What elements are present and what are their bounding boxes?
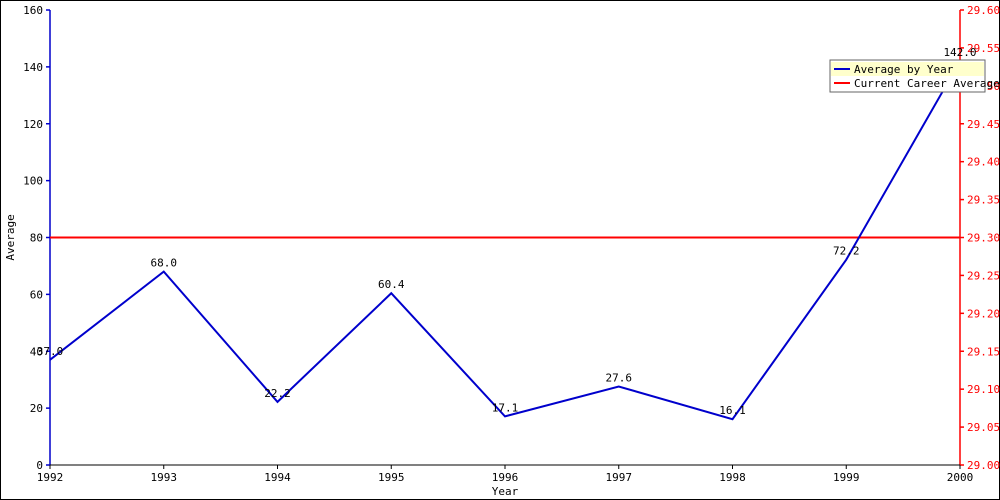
line-chart: 02040608010012014016029.0029.0529.1029.1… — [0, 0, 1000, 500]
y-left-tick-label: 20 — [30, 402, 43, 415]
y-right-tick-label: 29.05 — [967, 421, 1000, 434]
data-label: 16.1 — [719, 404, 746, 417]
x-axis-label: Year — [492, 485, 519, 498]
y-right-tick-label: 29.45 — [967, 118, 1000, 131]
x-tick-label: 1998 — [719, 471, 746, 484]
x-tick-label: 1993 — [151, 471, 178, 484]
data-label: 68.0 — [151, 257, 178, 270]
y-left-tick-label: 60 — [30, 288, 43, 301]
y-right-tick-label: 29.35 — [967, 194, 1000, 207]
data-label: 60.4 — [378, 278, 405, 291]
y-right-tick-label: 29.40 — [967, 156, 1000, 169]
legend-label: Current Career Average — [854, 77, 1000, 90]
x-tick-label: 1996 — [492, 471, 519, 484]
data-label: 17.1 — [492, 401, 519, 414]
data-label: 142.0 — [943, 46, 976, 59]
y-left-tick-label: 100 — [23, 175, 43, 188]
data-label: 27.6 — [606, 372, 633, 385]
x-tick-label: 1994 — [264, 471, 291, 484]
data-label: 37.0 — [37, 345, 64, 358]
y-right-tick-label: 29.20 — [967, 307, 1000, 320]
y-right-tick-label: 29.30 — [967, 232, 1000, 245]
x-tick-label: 2000 — [947, 471, 974, 484]
y-left-tick-label: 160 — [23, 4, 43, 17]
y-right-tick-label: 29.10 — [967, 383, 1000, 396]
y-left-axis-label: Average — [4, 214, 17, 260]
y-left-tick-label: 140 — [23, 61, 43, 74]
y-right-tick-label: 29.15 — [967, 345, 1000, 358]
y-right-tick-label: 29.25 — [967, 269, 1000, 282]
chart-svg: 02040608010012014016029.0029.0529.1029.1… — [0, 0, 1000, 500]
x-tick-label: 1995 — [378, 471, 405, 484]
y-right-tick-label: 29.60 — [967, 4, 1000, 17]
legend-label: Average by Year — [854, 63, 954, 76]
y-left-tick-label: 80 — [30, 232, 43, 245]
data-label: 22.2 — [264, 387, 291, 400]
y-left-tick-label: 120 — [23, 118, 43, 131]
data-label: 72.2 — [833, 245, 860, 258]
x-tick-label: 1997 — [606, 471, 633, 484]
x-tick-label: 1992 — [37, 471, 64, 484]
x-tick-label: 1999 — [833, 471, 860, 484]
